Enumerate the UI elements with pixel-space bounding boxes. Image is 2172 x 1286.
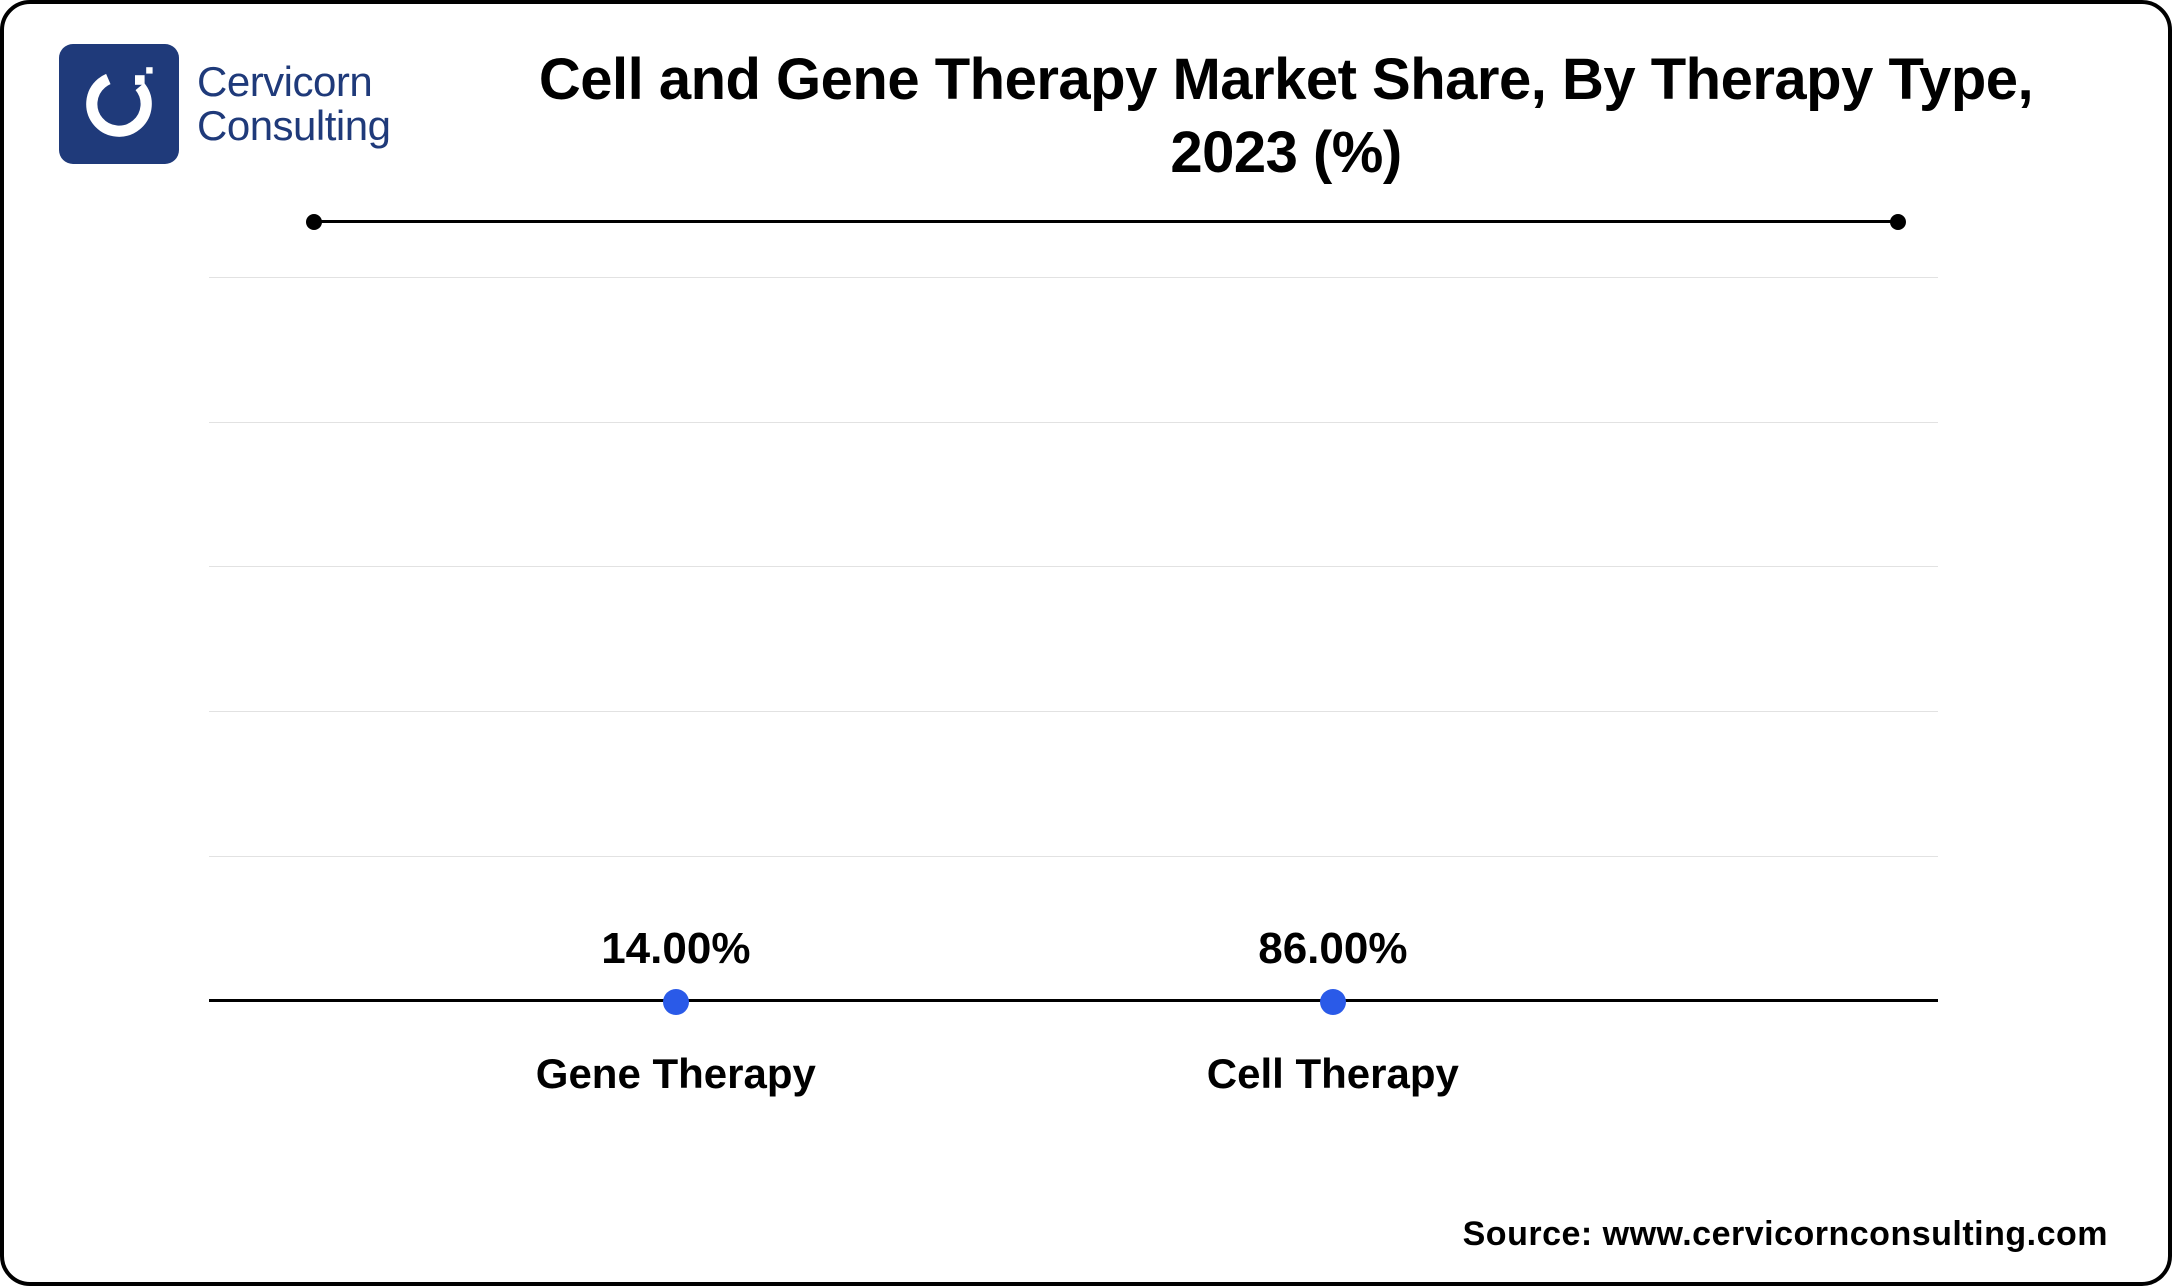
category-label: Cell Therapy (1207, 1050, 1459, 1098)
gridlines (209, 314, 1938, 1002)
gridline (209, 856, 1938, 857)
x-axis (209, 999, 1938, 1002)
gridline (209, 711, 1938, 712)
title-divider (314, 220, 1898, 223)
lollipop-dot (663, 989, 689, 1015)
chart-title: Cell and Gene Therapy Market Share, By T… (484, 44, 2088, 189)
logo-line1: Cervicorn (197, 60, 390, 104)
gridline (209, 566, 1938, 567)
value-label: 14.00% (601, 924, 750, 974)
logo-mark (59, 44, 179, 164)
logo-line2: Consulting (197, 104, 390, 148)
logo: Cervicorn Consulting (59, 44, 390, 164)
lollipop-dot (1320, 989, 1346, 1015)
chart-frame: Cervicorn Consulting Cell and Gene Thera… (0, 0, 2172, 1286)
value-label: 86.00% (1258, 924, 1407, 974)
gridline (209, 422, 1938, 423)
logo-c-icon (79, 64, 159, 144)
source-text: Source: www.cervicornconsulting.com (1463, 1215, 2108, 1254)
gridline (209, 277, 1938, 278)
chart-area: 14.00%Gene Therapy86.00%Cell Therapy (209, 314, 1938, 1002)
logo-text: Cervicorn Consulting (197, 60, 390, 148)
category-label: Gene Therapy (536, 1050, 816, 1098)
